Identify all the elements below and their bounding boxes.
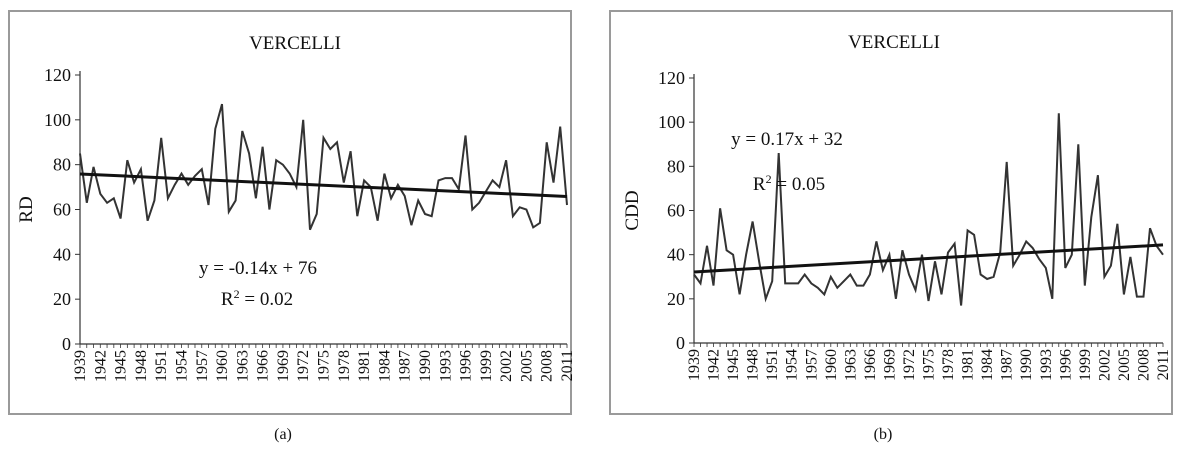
r-squared: R2 = 0.02 bbox=[221, 287, 293, 310]
x-tick-label: 1987 bbox=[397, 350, 414, 382]
r-squared-symbol: R bbox=[753, 174, 766, 195]
chart-panel-cdd: VERCELLI CDD 0 20 40 60 80 100 120 1939 1942 1945 19… bbox=[609, 10, 1173, 415]
x-tick-label: 1984 bbox=[376, 350, 393, 382]
r-squared-exponent: 2 bbox=[766, 172, 772, 186]
x-tick-label: 1939 bbox=[686, 349, 703, 381]
x-tick-label: 1981 bbox=[960, 349, 977, 381]
r-squared-exponent: 2 bbox=[234, 287, 240, 301]
x-tick-label: 1990 bbox=[417, 350, 434, 382]
y-axis-label: RD bbox=[16, 196, 37, 222]
r-squared-symbol: R bbox=[221, 289, 234, 310]
x-tick-label: 1966 bbox=[862, 349, 879, 381]
x-tick-label: 1945 bbox=[725, 349, 742, 381]
x-tick-label: 2002 bbox=[1096, 349, 1113, 381]
x-tick-label: 1990 bbox=[1018, 349, 1035, 381]
x-tick-label: 1984 bbox=[979, 349, 996, 381]
x-tick-label: 1978 bbox=[940, 349, 957, 381]
series-line bbox=[79, 103, 568, 231]
y-tick-label: 40 bbox=[53, 244, 71, 264]
x-tick-label: 2005 bbox=[518, 350, 535, 382]
y-tick-label: 120 bbox=[658, 68, 685, 88]
x-tick-label: 1963 bbox=[234, 350, 251, 382]
r-squared-value: = 0.02 bbox=[240, 289, 293, 310]
x-tick-label: 1999 bbox=[1077, 349, 1094, 381]
x-tick-label: 1960 bbox=[214, 350, 231, 382]
x-tick-label: 1954 bbox=[173, 350, 190, 382]
y-tick-label: 80 bbox=[53, 155, 71, 175]
x-tick-label: 1957 bbox=[194, 350, 211, 382]
x-tick-label: 1966 bbox=[255, 350, 272, 382]
x-tick-label: 2008 bbox=[539, 350, 556, 382]
chart-title: VERCELLI bbox=[249, 33, 341, 54]
trendline bbox=[79, 172, 568, 199]
y-tick-label: 0 bbox=[676, 333, 685, 353]
y-tick-label: 100 bbox=[44, 110, 71, 130]
x-tick-label: 1999 bbox=[478, 350, 495, 382]
chart-rd: VERCELLI RD 0 20 40 60 80 100 120 1939 1942 1945 194… bbox=[16, 33, 574, 382]
x-tick-label: 1942 bbox=[706, 349, 723, 381]
trend-equation: y = -0.14x + 76 bbox=[199, 258, 317, 279]
x-tick-label: 1939 bbox=[72, 350, 89, 382]
x-tick-label: 1975 bbox=[316, 350, 333, 382]
x-tick-label: 1996 bbox=[1057, 349, 1074, 381]
y-tick-label: 20 bbox=[667, 289, 685, 309]
y-tick-label: 20 bbox=[53, 289, 71, 309]
y-tick-label: 80 bbox=[667, 156, 685, 176]
y-tick-label: 120 bbox=[44, 65, 71, 85]
x-tick-label: 1963 bbox=[842, 349, 859, 381]
x-tick-label: 1957 bbox=[803, 349, 820, 381]
x-tick-label: 1981 bbox=[356, 350, 373, 382]
x-tick-label: 1942 bbox=[92, 350, 109, 382]
y-tick-label: 40 bbox=[667, 245, 685, 265]
r-squared-value: = 0.05 bbox=[772, 174, 825, 195]
x-tick-label: 1978 bbox=[336, 350, 353, 382]
x-tick-label: 1987 bbox=[999, 349, 1016, 381]
x-tick-label: 1969 bbox=[275, 350, 292, 382]
x-tick-label: 1975 bbox=[921, 349, 938, 381]
x-tick-label: 1969 bbox=[881, 349, 898, 381]
x-tick-label: 1993 bbox=[1038, 349, 1055, 381]
trend-equation: y = 0.17x + 32 bbox=[731, 129, 843, 150]
x-tick-label: 1993 bbox=[437, 350, 454, 382]
caption-a: (a) bbox=[274, 426, 292, 443]
x-tick-label: 1972 bbox=[295, 350, 312, 382]
trendline bbox=[693, 243, 1164, 274]
x-tick-label: 1972 bbox=[901, 349, 918, 381]
y-tick-label: 60 bbox=[53, 200, 71, 220]
chart-panel-rd: VERCELLI RD 0 20 40 60 80 100 120 1939 1942 1945 194… bbox=[8, 10, 574, 415]
y-tick-label: 60 bbox=[667, 201, 685, 221]
chart-title: VERCELLI bbox=[848, 32, 940, 53]
y-axis-label: CDD bbox=[622, 190, 643, 230]
x-tick-label: 2011 bbox=[559, 350, 574, 381]
x-tick-label: 1948 bbox=[133, 350, 150, 382]
x-tick-label: 1960 bbox=[823, 349, 840, 381]
series-line bbox=[693, 113, 1164, 306]
x-tick-label: 2005 bbox=[1116, 349, 1133, 381]
x-tick-label: 1951 bbox=[764, 349, 781, 381]
caption-b: (b) bbox=[873, 426, 893, 443]
x-tick-label: 1954 bbox=[784, 349, 801, 381]
x-tick-label: 2002 bbox=[498, 350, 515, 382]
x-tick-label: 1951 bbox=[153, 350, 170, 382]
r-squared: R2 = 0.05 bbox=[753, 172, 825, 195]
y-tick-label: 0 bbox=[62, 334, 71, 354]
x-tick-label: 1948 bbox=[745, 349, 762, 381]
x-tick-label: 2008 bbox=[1135, 349, 1152, 381]
x-tick-label: 2011 bbox=[1155, 349, 1172, 380]
x-tick-label: 1945 bbox=[113, 350, 130, 382]
x-tick-label: 1996 bbox=[458, 350, 475, 382]
y-tick-label: 100 bbox=[658, 112, 685, 132]
